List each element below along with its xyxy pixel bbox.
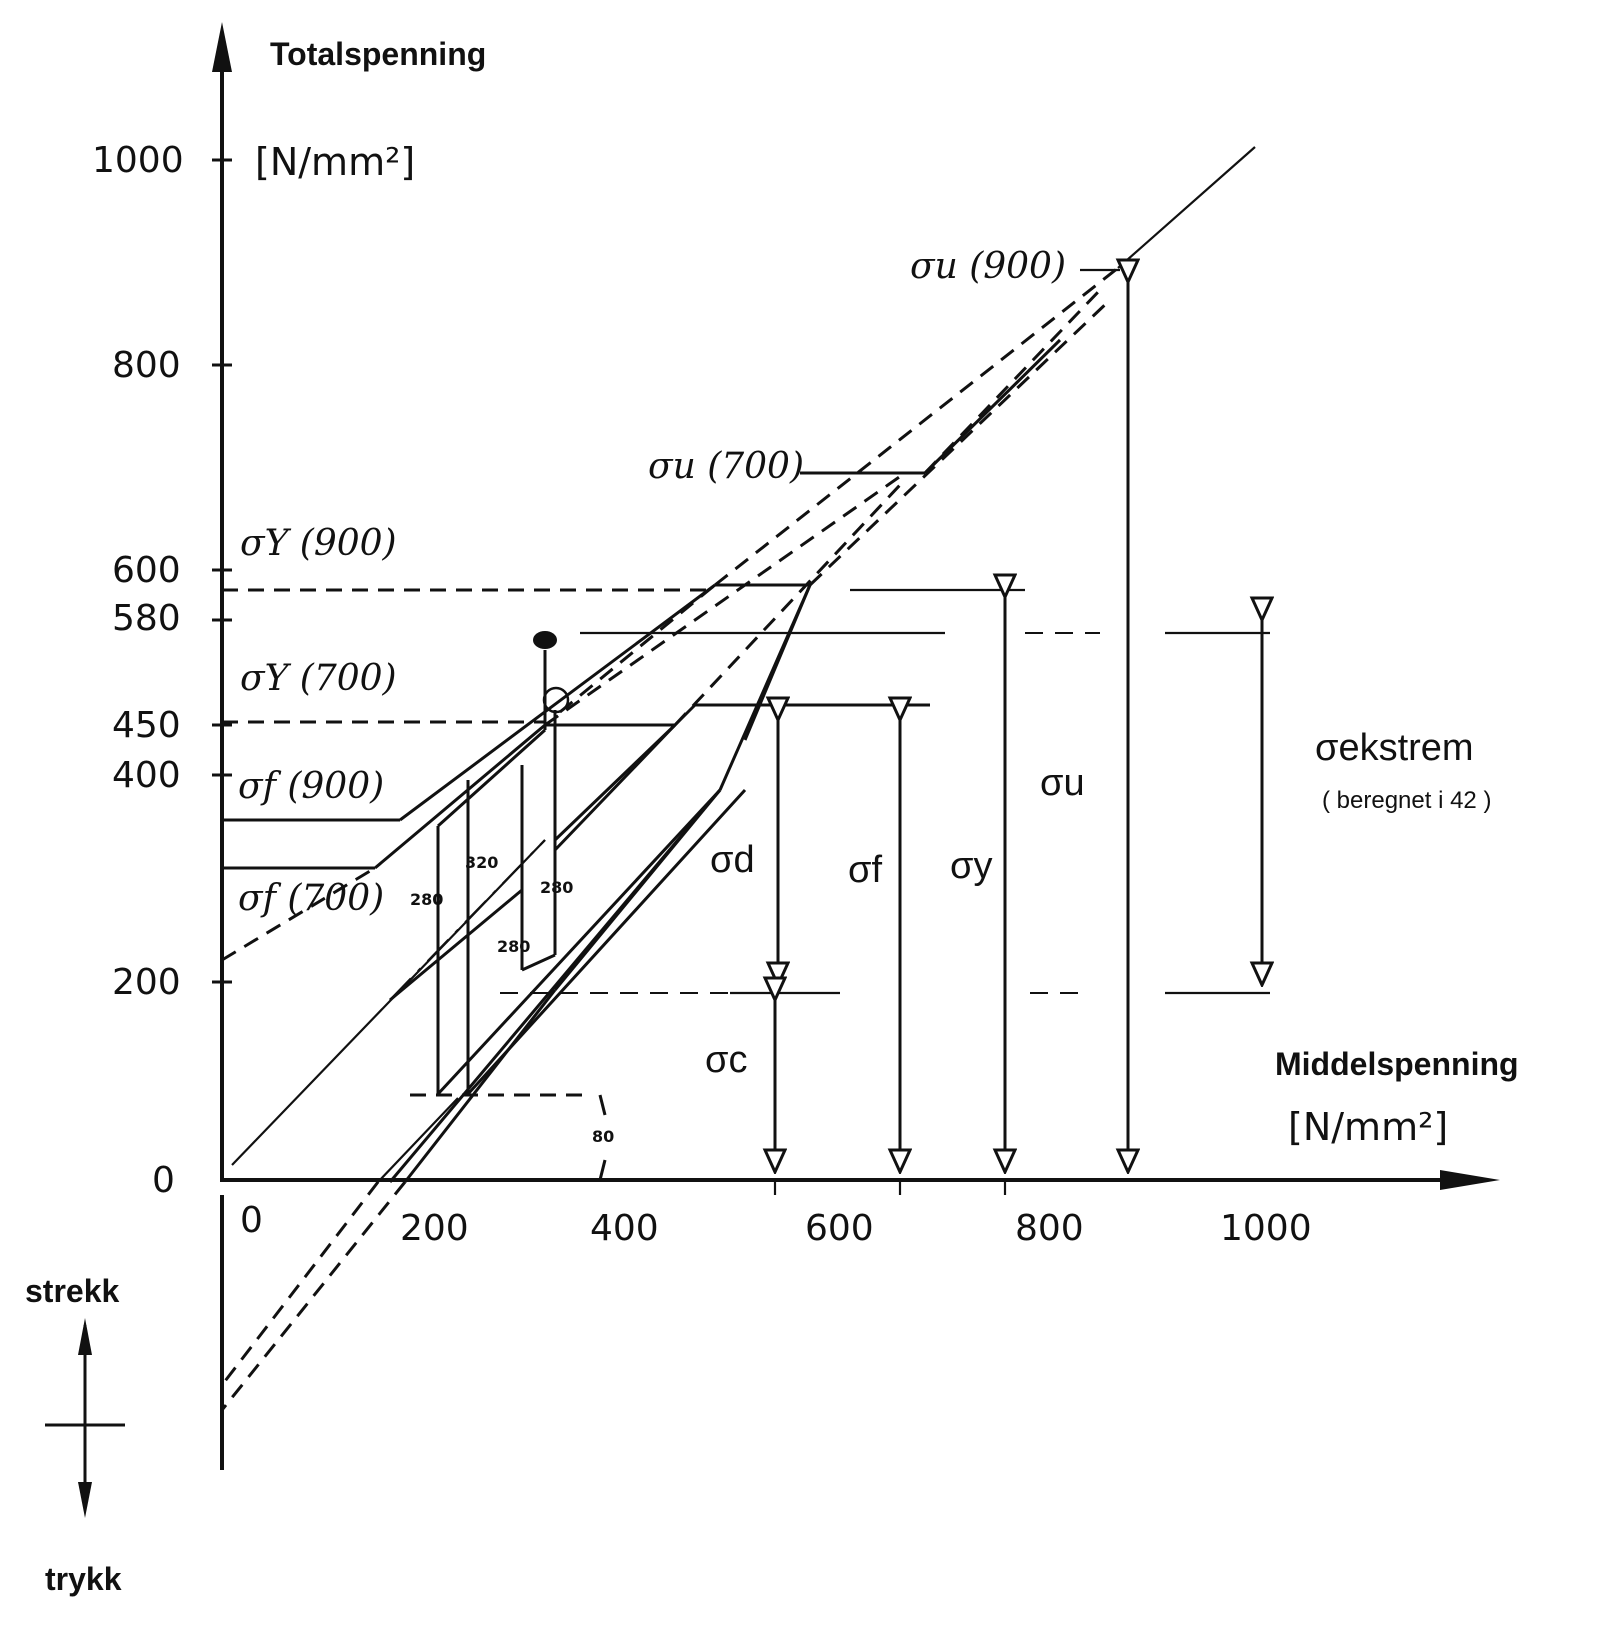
x-tick-label: 800 [1015,1208,1084,1249]
y-axis-unit: [N/mm²] [255,140,415,184]
x-axis-title: Middelspenning [1275,1046,1519,1082]
x-axis-unit: [N/mm²] [1288,1105,1448,1149]
label-sigma-f-900: σf (900) [238,766,384,807]
label-sigma-u: σu [1040,762,1085,804]
label-sigma-u-700: σu (700) [648,446,804,487]
label-sigma-y: σy [950,845,992,887]
band-value-label: 280 [410,890,443,909]
tension-compression-legend: strekk trykk [25,1273,125,1597]
y-tick-label: 600 [112,550,181,591]
y-tick-marks [212,158,232,984]
y-tick-label: 400 [112,755,181,796]
label-sigma-ekstrem-note: ( beregnet i 42 ) [1322,787,1491,814]
band-value-label: 280 [497,937,530,956]
y-tick-label: 450 [112,705,181,746]
band-value-label: 280 [540,878,573,897]
y-tick-label: 0 [152,1160,175,1201]
x-tick-label: 200 [400,1208,469,1249]
label-sigma-d: σd [710,839,755,881]
arrow-up-icon [78,1318,92,1355]
marker-dot [533,631,557,649]
dimension-arrows [775,282,1262,1195]
label-sigma-u-900: σu (900) [910,246,1066,287]
y-tick-label: 580 [112,598,181,639]
envelope-700 [221,288,1102,962]
band-value-label: 320 [465,853,498,872]
marker-circle [542,686,570,714]
fatigue-band-lines [388,584,812,1183]
y-tick-label: 1000 [92,140,184,181]
x-tick-label: 0 [240,1200,263,1241]
y-tick-label: 200 [112,962,181,1003]
x-tick-label: 600 [805,1208,874,1249]
y-axis-title: Totalspenning [270,36,486,72]
y-axis [212,22,232,1470]
x-tick-label: 400 [590,1208,659,1249]
label-sigma-f-700: σf (700) [238,878,384,919]
label-sigma-c: σc [705,1039,747,1081]
x-axis [222,1170,1500,1190]
compression-extension [220,1093,607,1411]
label-sigma-y-700: σY (700) [240,658,397,699]
label-sigma-f: σf [848,849,882,891]
label-sigma-y-900: σY (900) [240,523,397,564]
legend-up-label: strekk [25,1273,120,1309]
legend-down-label: trykk [45,1561,122,1597]
label-sigma-ekstrem: σekstrem [1315,727,1474,769]
arrow-down-icon [78,1482,92,1518]
x-tick-label: 1000 [1220,1208,1312,1249]
y-tick-label: 800 [112,345,181,386]
band-value-label: 80 [592,1127,614,1146]
